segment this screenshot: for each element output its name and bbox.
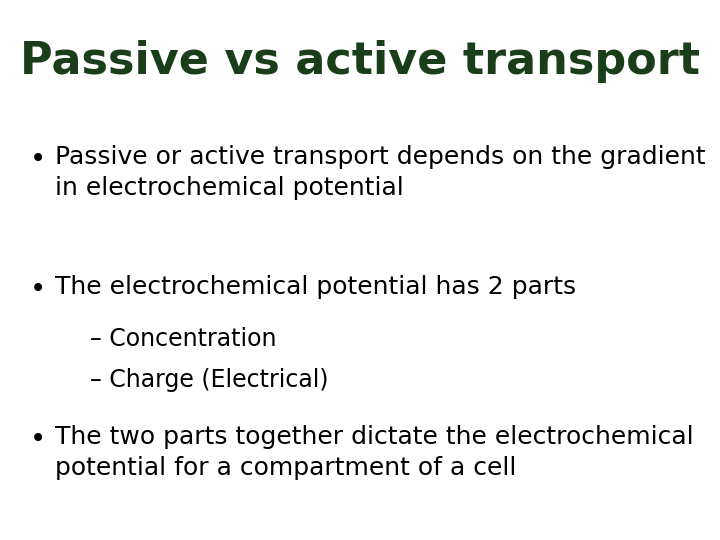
Text: •: • xyxy=(30,425,46,453)
Text: The electrochemical potential has 2 parts: The electrochemical potential has 2 part… xyxy=(55,275,576,299)
Text: •: • xyxy=(30,145,46,173)
Text: – Charge (Electrical): – Charge (Electrical) xyxy=(90,368,328,392)
Text: Passive vs active transport: Passive vs active transport xyxy=(20,40,700,83)
Text: – Concentration: – Concentration xyxy=(90,327,276,351)
Text: The two parts together dictate the electrochemical
potential for a compartment o: The two parts together dictate the elect… xyxy=(55,425,693,480)
Text: Passive or active transport depends on the gradient
in electrochemical potential: Passive or active transport depends on t… xyxy=(55,145,706,200)
Text: •: • xyxy=(30,275,46,303)
